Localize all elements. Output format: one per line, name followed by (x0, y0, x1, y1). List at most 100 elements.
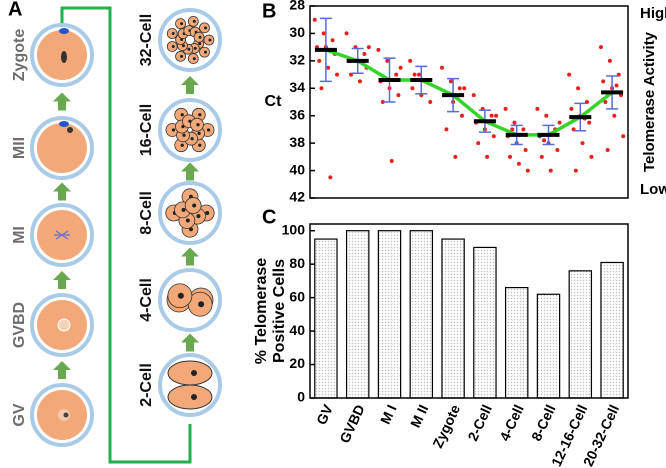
data-point (576, 86, 581, 91)
nucleus (191, 394, 197, 400)
nucleus (180, 54, 184, 58)
bar (600, 261, 624, 399)
data-point (512, 120, 517, 125)
bar (377, 230, 402, 399)
data-point (357, 79, 362, 84)
data-point (589, 154, 594, 159)
data-point (516, 161, 521, 166)
data-point (539, 154, 544, 159)
nucleus (206, 128, 211, 132)
bar (568, 270, 593, 399)
nucleus (192, 57, 196, 61)
nucleus (193, 46, 197, 50)
nucleolus (63, 412, 69, 418)
y-tick-label: 36 (289, 106, 305, 122)
y-axis-label: Positive Cells (271, 259, 288, 363)
y-tick-label: 30 (289, 24, 305, 40)
data-point (535, 106, 540, 111)
stage-label: 2-Cell (138, 363, 155, 407)
x-tick-label: Zygote (429, 402, 463, 451)
nucleus (180, 113, 184, 117)
x-tick-label: GV (313, 401, 336, 427)
data-point (460, 113, 465, 118)
arrow (181, 76, 199, 94)
high-label: High (640, 5, 666, 22)
x-tick-label: 8-Cell (528, 402, 559, 443)
stage-label: GVBD (11, 302, 28, 348)
data-point (525, 168, 530, 173)
y-tick-label: 100 (282, 221, 306, 237)
nucleus (198, 143, 202, 147)
data-point (344, 31, 349, 36)
data-point (408, 58, 413, 63)
connector (60, 6, 192, 464)
y-tick-label: 42 (289, 189, 305, 205)
data-point (417, 72, 422, 77)
nucleus (185, 218, 190, 223)
nucleus (203, 50, 207, 54)
data-point (471, 93, 476, 98)
x-tick-label: 2-Cell (464, 402, 495, 443)
data-point (587, 120, 592, 125)
stage-label: MI (11, 226, 28, 244)
y-tick-label: 38 (289, 134, 305, 150)
y-tick-label: 28 (289, 0, 305, 13)
stage-label: 8-Cell (138, 191, 155, 235)
data-point (557, 120, 562, 125)
nucleus (171, 44, 175, 48)
y-tick-label: 40 (289, 161, 305, 177)
nucleus (192, 203, 197, 208)
nucleus (198, 35, 202, 39)
data-point (569, 106, 574, 111)
data-point (523, 148, 528, 152)
stage-label: MII (11, 137, 28, 159)
stage-label: Zygote (11, 29, 28, 82)
y-tick-label: 40 (289, 322, 305, 338)
data-point (439, 65, 444, 70)
data-point (410, 86, 415, 91)
data-point (312, 17, 317, 22)
nucleus (177, 292, 184, 299)
y-tick-label: 34 (289, 79, 305, 95)
arrow (53, 182, 71, 201)
bar (504, 286, 529, 399)
data-point (607, 58, 612, 63)
data-point (362, 52, 367, 56)
data-point (389, 158, 394, 163)
y-tick-label: 60 (289, 288, 305, 304)
data-point (394, 72, 399, 77)
data-point (489, 113, 494, 118)
nucleus (182, 133, 186, 137)
spindle (67, 127, 73, 133)
y-axis-label: Ct (265, 93, 283, 110)
stage-label: 4-Cell (138, 278, 155, 322)
panel-label: A (8, 0, 22, 20)
data-point (448, 79, 453, 84)
blastomere (167, 360, 213, 386)
data-point (614, 83, 619, 88)
data-point (555, 148, 560, 152)
nucleus (191, 370, 197, 376)
bar (314, 238, 338, 399)
data-point (444, 127, 449, 132)
nucleus (192, 19, 196, 23)
x-tick-label: M I (377, 402, 400, 426)
data-point (398, 65, 403, 70)
y-tick-label: 0 (297, 389, 305, 405)
nucleus (180, 22, 184, 26)
nucleus (203, 26, 207, 30)
data-point (453, 154, 458, 159)
nucleus (197, 131, 201, 136)
plot-frame (309, 5, 629, 199)
bar (536, 293, 561, 399)
panel-label: C (262, 206, 276, 228)
nucleus (198, 113, 202, 117)
data-point (601, 79, 606, 84)
data-point (544, 113, 549, 118)
low-label: Low (640, 181, 666, 198)
nucleus (180, 143, 184, 147)
nucleus (181, 207, 186, 212)
bar (441, 238, 465, 399)
